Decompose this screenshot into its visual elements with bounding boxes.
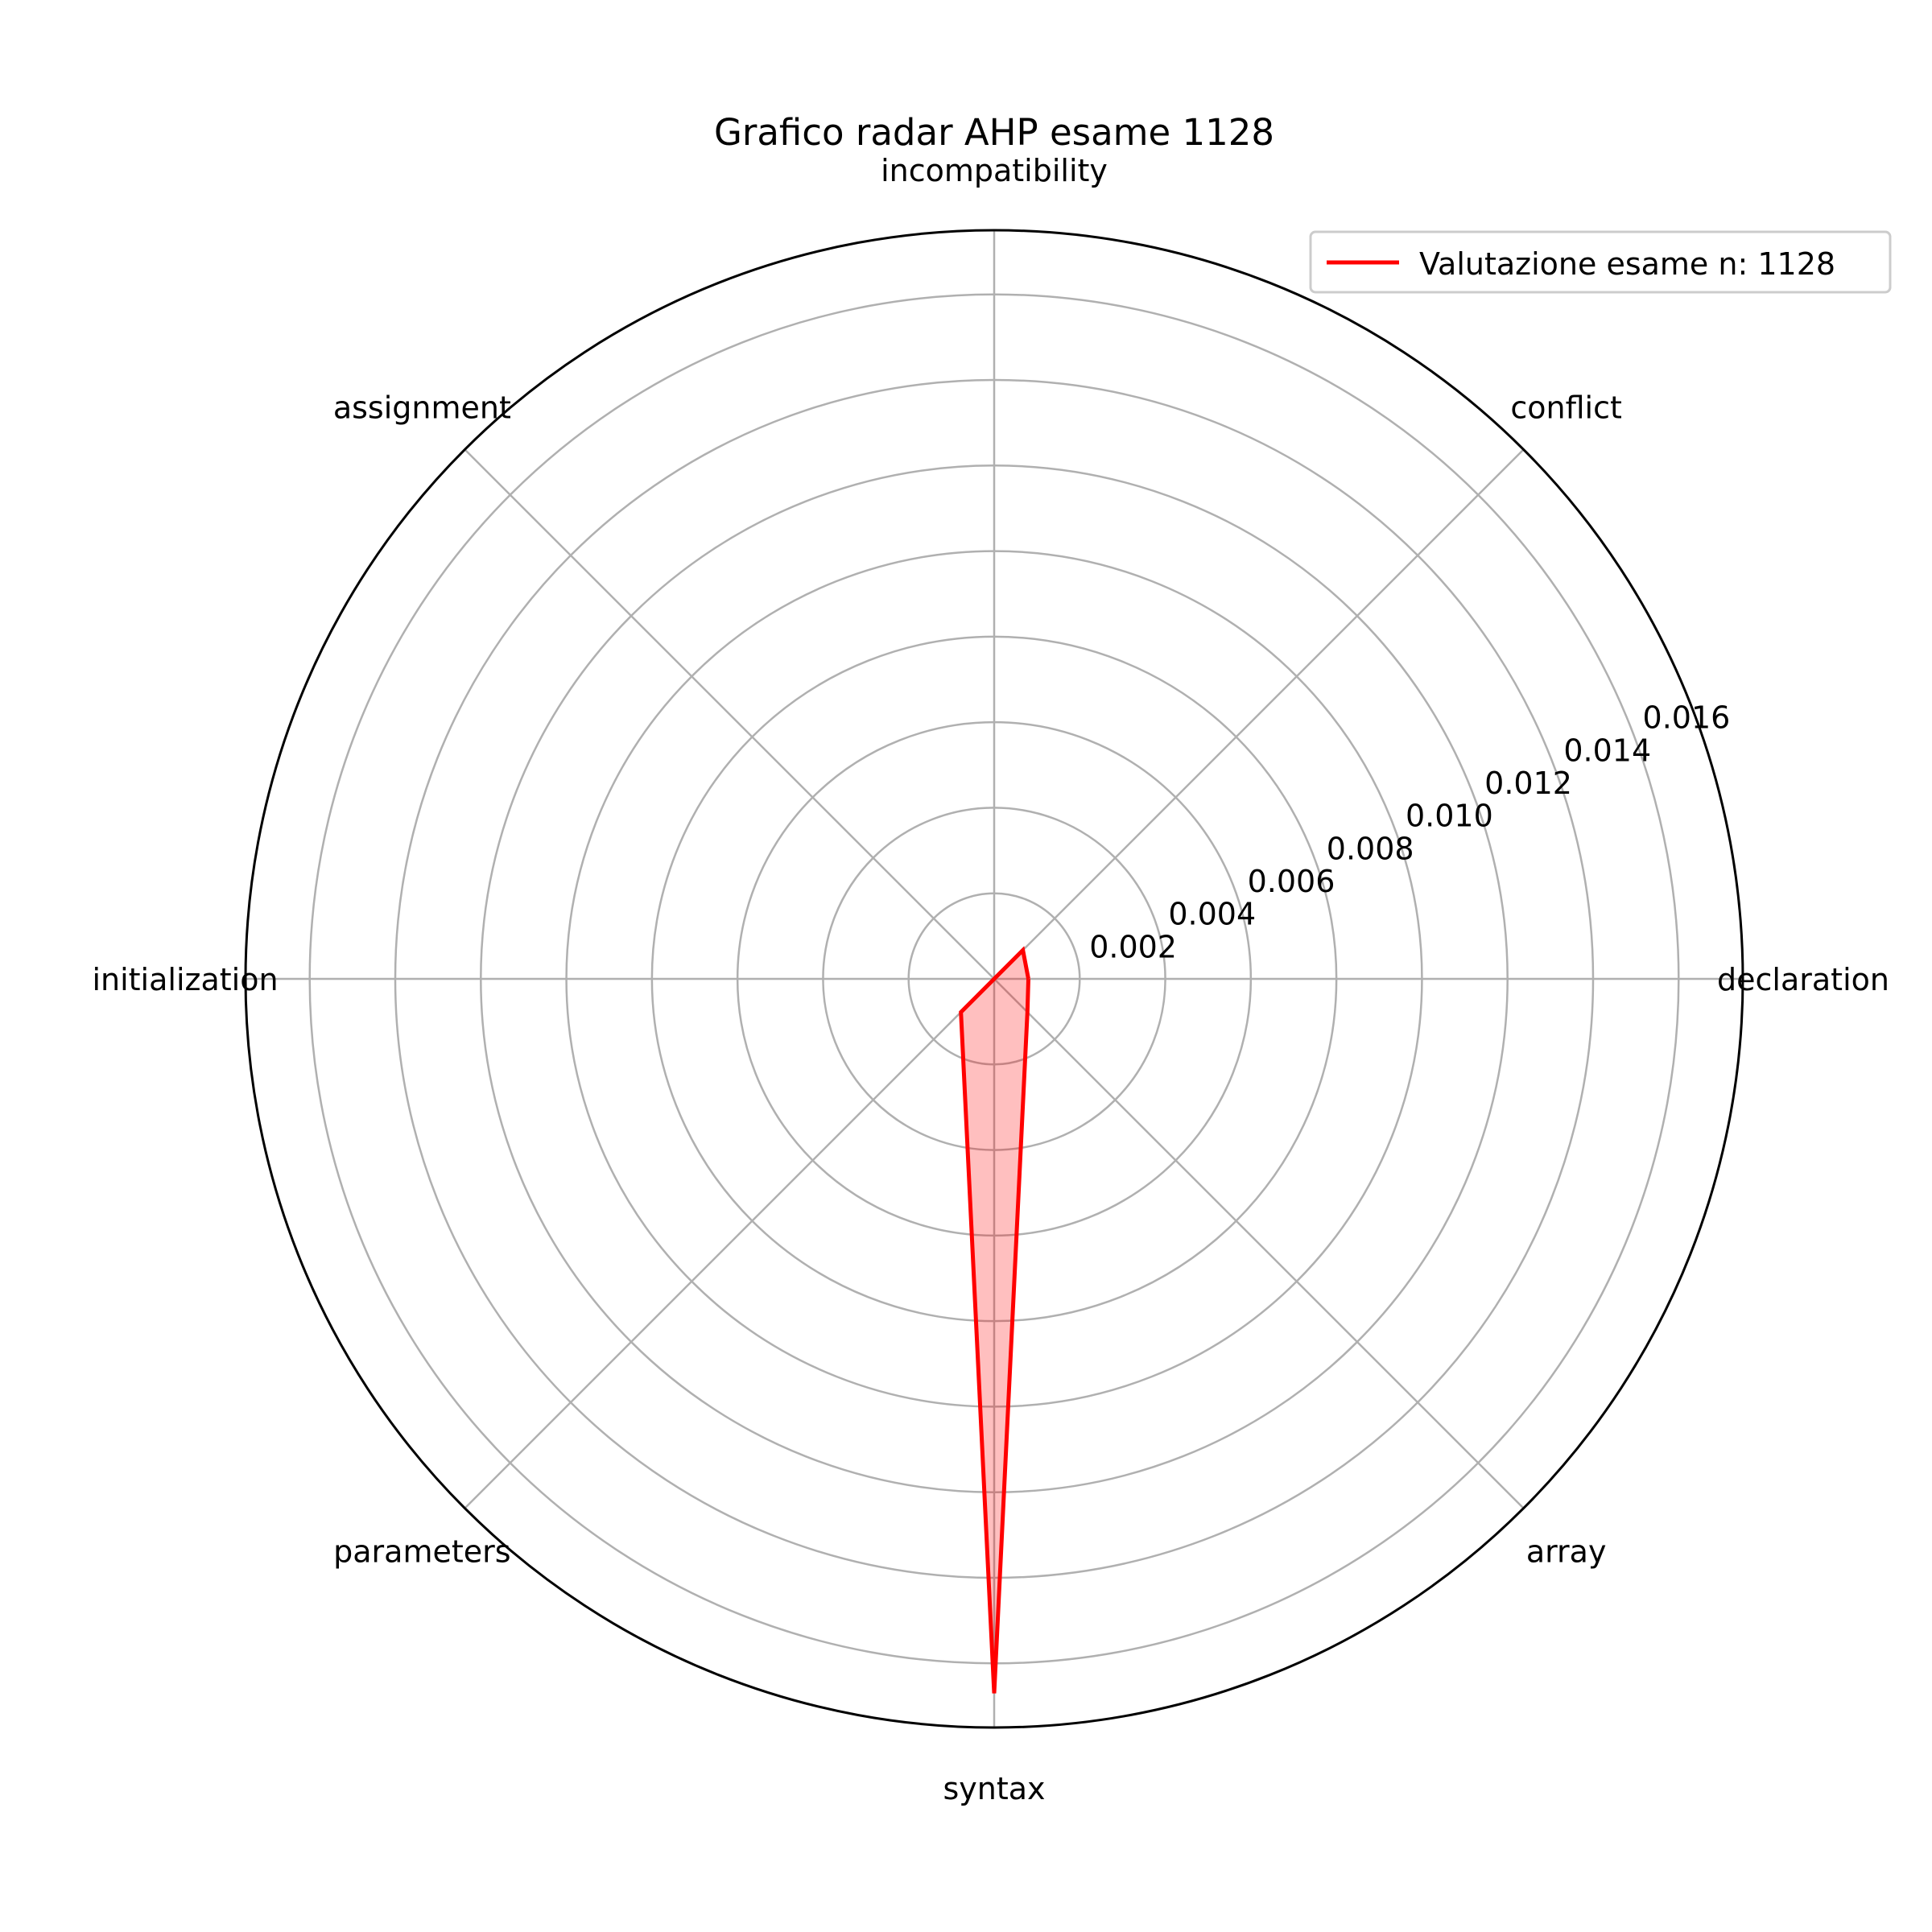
axis-label-layer: declaration conflict incompatibility assign…	[92, 153, 1889, 1806]
axis-label-syntax: syntax	[943, 1771, 1045, 1806]
outer-frame	[244, 229, 1744, 1729]
radial-tick-label-3: 0.008	[1327, 831, 1414, 866]
radial-tick-label-1: 0.004	[1168, 897, 1256, 932]
axis-label-array: array	[1526, 1534, 1607, 1570]
spoke-array	[993, 978, 1525, 1509]
chart-title: Grafico radar AHP esame 1128	[714, 111, 1274, 154]
axis-label-declaration: declaration	[1717, 962, 1889, 997]
axis-label-initialization: initialization	[92, 962, 278, 997]
spoke-conflict	[993, 448, 1525, 980]
spoke-assignment	[464, 448, 995, 980]
axis-label-assignment: assignment	[333, 390, 511, 425]
radial-tick-label-6: 0.014	[1563, 733, 1651, 768]
axis-label-parameters: parameters	[333, 1534, 510, 1570]
grid-layer	[244, 229, 1744, 1729]
axis-label-incompatibility: incompatibility	[881, 153, 1108, 188]
legend: Valutazione esame n: 1128	[1309, 230, 1892, 294]
radial-tick-label-7: 0.016	[1643, 700, 1731, 736]
legend-label: Valutazione esame n: 1128	[1419, 246, 1835, 282]
series-layer	[959, 946, 1030, 1694]
series-area-0	[960, 950, 1029, 1694]
radial-tick-label-4: 0.010	[1406, 799, 1493, 834]
legend-box	[1309, 230, 1892, 294]
radial-tick-label-5: 0.012	[1484, 766, 1572, 801]
axis-label-conflict: conflict	[1510, 390, 1622, 425]
radial-tick-label-0: 0.002	[1089, 929, 1177, 964]
radial-tick-label-2: 0.006	[1248, 864, 1335, 899]
spoke-parameters	[464, 978, 995, 1509]
